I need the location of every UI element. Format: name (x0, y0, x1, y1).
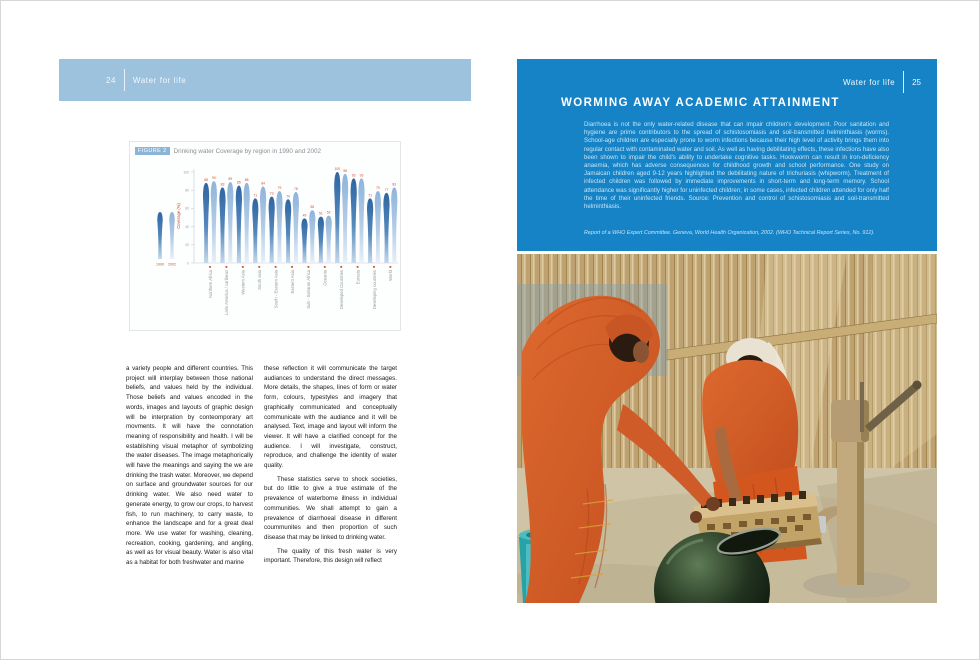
x-axis-label: World (388, 269, 393, 281)
y-axis-label: Coverage (%) (176, 202, 181, 228)
svg-text:71: 71 (368, 193, 372, 197)
svg-text:1990: 1990 (156, 263, 164, 267)
x-axis-label: Eurasia (355, 269, 360, 284)
svg-text:77: 77 (385, 188, 389, 192)
x-axis-label: Sub - Saharan Africa (306, 269, 311, 308)
svg-text:0: 0 (187, 261, 189, 265)
header-divider (903, 71, 905, 93)
x-axis-label: Eastern Asia (290, 269, 295, 293)
svg-text:98: 98 (343, 169, 347, 173)
svg-text:93: 93 (360, 173, 364, 177)
figure-title: Drinking water Coverage by region in 199… (173, 147, 321, 155)
left-page-header-bar: 24 Water for life (59, 59, 471, 101)
body-paragraph: a variety people and different countries… (126, 365, 253, 567)
left-page-number: 24 (106, 75, 116, 85)
svg-text:58: 58 (310, 205, 314, 209)
body-text-column-2: these reflection it will communicate the… (264, 364, 397, 566)
right-page-number: 25 (912, 77, 921, 87)
photo-illustration (517, 254, 937, 603)
clay-pot (654, 527, 782, 603)
figure-caption: FIGURE 2 Drinking water Coverage by regi… (130, 142, 400, 157)
svg-text:88: 88 (204, 178, 208, 182)
hand-pump (803, 380, 922, 598)
x-axis-label: Latin America / caribean (224, 269, 229, 315)
callout-body-text: Diarrhoea is not the only water-related … (584, 121, 889, 211)
figure-tag: FIGURE 2 (135, 147, 170, 155)
svg-text:71: 71 (253, 193, 257, 197)
svg-text:70: 70 (286, 194, 290, 198)
svg-text:83: 83 (221, 182, 225, 186)
left-page-title: Water for life (132, 75, 187, 85)
svg-text:88: 88 (245, 178, 249, 182)
svg-text:20: 20 (185, 243, 189, 247)
svg-text:2002: 2002 (168, 263, 176, 267)
svg-text:90: 90 (212, 176, 216, 180)
svg-text:51: 51 (319, 212, 323, 216)
svg-text:52: 52 (327, 211, 331, 215)
svg-text:78: 78 (294, 187, 298, 191)
x-axis-label: South - Eastern Asia (273, 269, 278, 308)
x-axis-label: Developing countries (372, 270, 377, 309)
callout-box: Water for life 25 WORMING AWAY ACADEMIC … (517, 59, 937, 251)
x-axis-label: Oceania (323, 269, 328, 285)
callout-source-citation: Report of a WHO Expert Committee. Geneva… (584, 230, 875, 236)
svg-text:40: 40 (185, 225, 189, 229)
body-text-column-1: a variety people and different countries… (126, 364, 253, 568)
svg-text:100: 100 (334, 167, 340, 171)
svg-text:79: 79 (376, 186, 380, 190)
svg-text:84: 84 (261, 182, 265, 186)
svg-text:89: 89 (228, 177, 232, 181)
chart-bars (203, 172, 398, 268)
header-divider (123, 69, 125, 91)
woman-left (522, 295, 720, 603)
drinking-water-coverage-chart: 0 20 40 60 80 100 Coverage (%) 1990 2002 88 90 Nort… (156, 167, 398, 315)
x-axis-label: Northern Africa (208, 269, 213, 298)
svg-text:93: 93 (352, 173, 356, 177)
chart-legend (157, 212, 175, 259)
svg-text:73: 73 (270, 192, 274, 196)
body-paragraph: The quality of this fresh water is very … (264, 547, 397, 565)
right-page-header: Water for life 25 (843, 71, 921, 93)
svg-text:100: 100 (183, 170, 189, 174)
svg-text:83: 83 (392, 182, 396, 186)
right-page-title: Water for life (843, 77, 896, 87)
figure-panel: FIGURE 2 Drinking water Coverage by regi… (129, 141, 401, 331)
body-paragraph: These statistics serve to shock societie… (264, 475, 397, 541)
svg-text:79: 79 (278, 186, 282, 190)
photo-water-pump (517, 254, 937, 603)
x-axis-label: South asia (257, 269, 262, 289)
callout-heading: WORMING AWAY ACADEMIC ATTAINMENT (561, 97, 840, 109)
svg-text:80: 80 (185, 189, 189, 193)
svg-text:49: 49 (303, 213, 307, 217)
x-axis-label: Western Asia (241, 269, 246, 294)
svg-text:85: 85 (237, 181, 241, 185)
svg-text:60: 60 (185, 207, 189, 211)
body-paragraph: these reflection it will communicate the… (264, 365, 397, 470)
x-axis-label: Developed Countries (339, 270, 344, 309)
